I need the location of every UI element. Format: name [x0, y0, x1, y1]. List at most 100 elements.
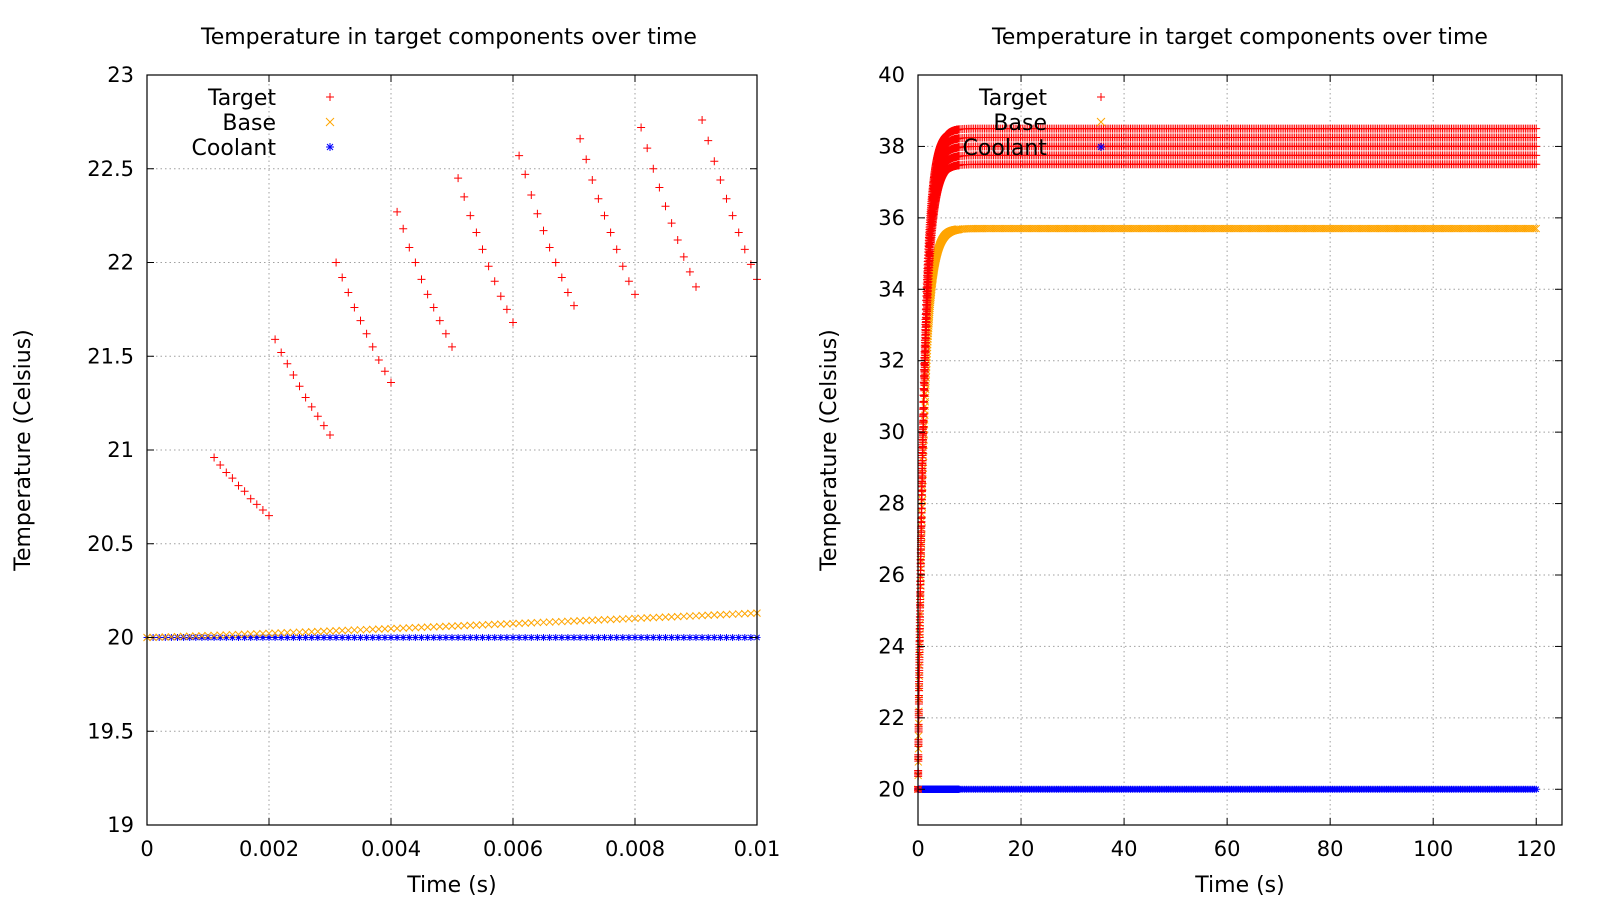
y-tick-label: 19	[107, 813, 134, 837]
data-point-base	[1169, 224, 1178, 233]
data-point-base	[1393, 224, 1402, 233]
data-point-target	[466, 211, 475, 220]
x-tick-label: 0.004	[361, 837, 421, 861]
chart-right-ticks: 0 20 40 60 80 100 120 20 22 24 26 28 30 32 34 36 38 40	[878, 63, 1562, 861]
data-point-target	[734, 228, 743, 237]
data-point-base	[1411, 224, 1420, 233]
y-tick-label: 22.5	[87, 157, 134, 181]
data-point-base	[993, 224, 1001, 233]
data-point-target	[265, 511, 273, 520]
data-point-base	[1364, 224, 1373, 233]
legend-marker-coolant	[326, 143, 334, 151]
data-point-base	[1499, 224, 1508, 233]
data-point-base	[557, 617, 566, 626]
data-point-base	[661, 613, 670, 621]
data-point-base	[1081, 224, 1090, 233]
data-point-base	[1283, 224, 1292, 233]
x-tick-label: 0	[911, 837, 924, 861]
data-point-base	[655, 613, 664, 622]
x-tick-label: 60	[1214, 837, 1241, 861]
data-point-coolant	[247, 634, 255, 641]
data-point-coolant	[692, 634, 700, 641]
data-point-base	[1238, 224, 1247, 233]
data-point-base	[728, 610, 737, 619]
data-point-coolant	[472, 634, 480, 641]
data-point-base	[1065, 224, 1074, 233]
data-point-base	[539, 618, 548, 627]
data-point-base	[1146, 224, 1155, 233]
data-point-coolant	[527, 634, 535, 641]
data-point-target	[649, 164, 658, 173]
data-point-target	[527, 191, 536, 199]
data-point-base	[1206, 224, 1214, 233]
data-point-base	[1079, 224, 1088, 233]
data-point-coolant	[497, 634, 505, 641]
data-point-base	[643, 614, 652, 622]
data-point-target	[258, 506, 267, 514]
data-point-target	[429, 303, 438, 312]
data-point-base	[1231, 224, 1239, 233]
data-point-base	[1099, 224, 1108, 233]
data-point-target	[496, 292, 505, 301]
data-point-base	[1290, 224, 1299, 233]
data-point-base	[533, 618, 542, 627]
data-point-base	[1004, 224, 1012, 233]
data-point-base	[1067, 224, 1075, 233]
data-point-target	[502, 305, 511, 314]
x-tick-label: 0.006	[483, 837, 543, 861]
data-point-coolant	[326, 634, 334, 641]
x-tick-label: 120	[1516, 837, 1556, 861]
data-point-coolant	[546, 634, 554, 641]
data-point-coolant	[521, 634, 529, 641]
data-point-base	[503, 620, 511, 628]
data-point-base	[1343, 224, 1351, 233]
series-coolant	[914, 785, 1540, 793]
data-point-coolant	[540, 634, 547, 641]
data-point-coolant	[662, 634, 669, 641]
data-point-base	[1054, 224, 1063, 233]
data-point-target	[417, 275, 426, 284]
data-point-base	[1016, 224, 1025, 233]
data-point-base	[1265, 224, 1274, 233]
data-point-base	[1382, 224, 1391, 233]
data-point-base	[277, 629, 286, 637]
data-point-base	[1287, 224, 1295, 233]
data-point-base	[1445, 224, 1454, 233]
data-point-target	[1532, 151, 1541, 160]
data-point-base	[989, 224, 998, 233]
data-point-base	[1022, 224, 1030, 233]
data-point-target	[490, 277, 499, 286]
data-point-coolant	[216, 634, 224, 641]
data-point-base	[1274, 224, 1283, 233]
data-point-base	[1133, 224, 1142, 233]
data-point-base	[1263, 224, 1272, 233]
y-tick-label: 19.5	[87, 719, 134, 743]
data-point-base	[1353, 224, 1362, 233]
data-point-base	[1407, 224, 1416, 233]
data-point-base	[1050, 224, 1059, 233]
data-point-base	[1032, 224, 1041, 233]
data-point-coolant	[454, 634, 462, 641]
data-point-base	[1388, 224, 1396, 233]
y-tick-label: 38	[878, 134, 905, 158]
data-point-base	[1425, 224, 1434, 233]
data-point-base	[1339, 224, 1348, 233]
series-coolant	[143, 634, 761, 641]
data-point-base	[423, 623, 432, 631]
data-point-target	[1532, 133, 1541, 142]
data-point-coolant	[631, 634, 639, 641]
y-tick-label: 28	[878, 492, 905, 516]
x-tick-label: 40	[1111, 837, 1138, 861]
data-point-base	[1370, 224, 1378, 233]
data-point-target	[521, 170, 530, 179]
data-point-base	[1507, 224, 1515, 233]
data-point-base	[986, 224, 994, 233]
data-point-coolant	[735, 634, 743, 641]
data-point-base	[980, 224, 989, 233]
data-point-target	[283, 359, 292, 368]
data-point-base	[1191, 224, 1200, 233]
chart-left-grid	[147, 75, 757, 825]
data-point-base	[971, 224, 980, 233]
data-point-base	[1269, 224, 1277, 233]
data-point-base	[1252, 224, 1261, 233]
